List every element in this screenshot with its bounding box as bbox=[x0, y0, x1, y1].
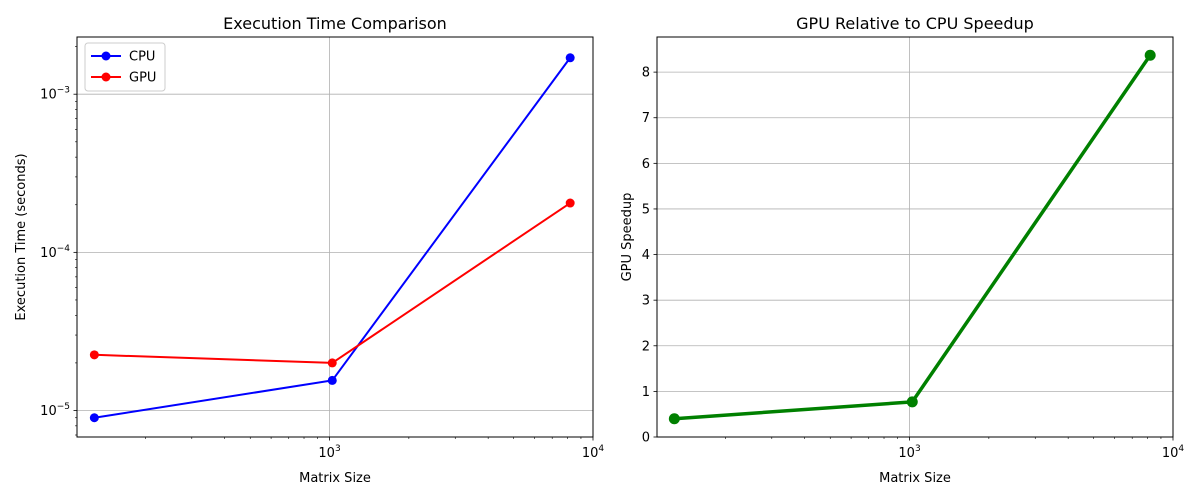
y-tick-label: 2 bbox=[642, 339, 650, 354]
x-tick-label: 103 bbox=[898, 444, 920, 461]
execution-time-chart: Execution Time Comparison 103 104 10−5 10−4… bbox=[14, 14, 604, 486]
series-group bbox=[89, 53, 575, 423]
y-tick-label: 3 bbox=[642, 294, 650, 309]
legend-label-gpu: GPU bbox=[129, 71, 156, 86]
y-tick-label: 0 bbox=[642, 431, 650, 446]
y-axis-label: GPU Speedup bbox=[620, 193, 635, 282]
data-point bbox=[565, 198, 575, 208]
legend-marker-gpu bbox=[101, 72, 111, 82]
ticks: 103 104 10−5 10−4 10−3 bbox=[40, 46, 605, 461]
y-tick-label: 4 bbox=[642, 248, 650, 263]
x-tick-label: 104 bbox=[1162, 444, 1185, 461]
series-line-speedup bbox=[674, 54, 1152, 421]
x-axis-label: Matrix Size bbox=[879, 471, 951, 486]
legend: CPU GPU bbox=[84, 42, 166, 92]
y-tick-label: 1 bbox=[642, 385, 650, 400]
y-tick-label: 10−3 bbox=[40, 86, 70, 103]
data-point bbox=[1144, 49, 1156, 61]
x-axis-label: Matrix Size bbox=[299, 471, 371, 486]
y-tick-label: 10−5 bbox=[40, 402, 70, 419]
grid bbox=[77, 37, 593, 437]
y-tick-label: 7 bbox=[642, 111, 650, 126]
plot-frame bbox=[76, 36, 594, 438]
data-point bbox=[327, 358, 337, 368]
y-tick-label: 10−4 bbox=[40, 244, 70, 261]
data-point bbox=[89, 350, 99, 360]
y-tick-label: 8 bbox=[642, 66, 650, 81]
y-axis-label: Execution Time (seconds) bbox=[14, 153, 29, 320]
data-point bbox=[668, 413, 680, 425]
x-tick-label: 104 bbox=[582, 444, 605, 461]
x-tick-label: 103 bbox=[318, 444, 340, 461]
y-tick-label: 6 bbox=[642, 157, 650, 172]
y-tick-label: 5 bbox=[642, 202, 650, 217]
series-line-gpu bbox=[94, 202, 571, 364]
grid bbox=[657, 37, 1173, 437]
data-point bbox=[565, 53, 575, 63]
data-point bbox=[327, 375, 337, 385]
legend-marker-cpu bbox=[101, 51, 111, 61]
data-point bbox=[906, 396, 918, 408]
data-point bbox=[89, 413, 99, 423]
series-group bbox=[668, 49, 1156, 425]
chart-title: Execution Time Comparison bbox=[223, 14, 447, 33]
gpu-speedup-chart: GPU Relative to CPU Speedup 103 104 0 1 2 3 4 5… bbox=[620, 14, 1184, 486]
plot-frame bbox=[656, 36, 1174, 438]
legend-label-cpu: CPU bbox=[129, 50, 155, 65]
ticks: 103 104 0 1 2 3 4 5 6 7 8 bbox=[642, 66, 1185, 461]
chart-title: GPU Relative to CPU Speedup bbox=[796, 14, 1034, 33]
